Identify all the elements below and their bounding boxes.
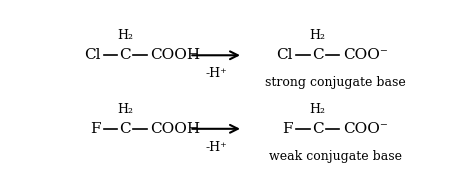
Text: COO⁻: COO⁻ xyxy=(342,122,387,136)
Text: C: C xyxy=(311,122,323,136)
Text: H₂: H₂ xyxy=(117,103,133,116)
Text: Cl: Cl xyxy=(276,48,292,62)
Text: -H⁺: -H⁺ xyxy=(205,141,227,154)
Text: H₂: H₂ xyxy=(309,103,325,116)
Text: -H⁺: -H⁺ xyxy=(205,67,227,80)
Text: strong conjugate base: strong conjugate base xyxy=(265,76,405,89)
Text: C: C xyxy=(311,48,323,62)
Text: COOH: COOH xyxy=(150,48,200,62)
Text: H₂: H₂ xyxy=(309,29,325,42)
Text: H₂: H₂ xyxy=(117,29,133,42)
Text: F: F xyxy=(90,122,100,136)
Text: F: F xyxy=(282,122,292,136)
Text: COO⁻: COO⁻ xyxy=(342,48,387,62)
Text: COOH: COOH xyxy=(150,122,200,136)
Text: C: C xyxy=(119,48,131,62)
Text: Cl: Cl xyxy=(84,48,100,62)
Text: C: C xyxy=(119,122,131,136)
Text: weak conjugate base: weak conjugate base xyxy=(269,150,401,163)
